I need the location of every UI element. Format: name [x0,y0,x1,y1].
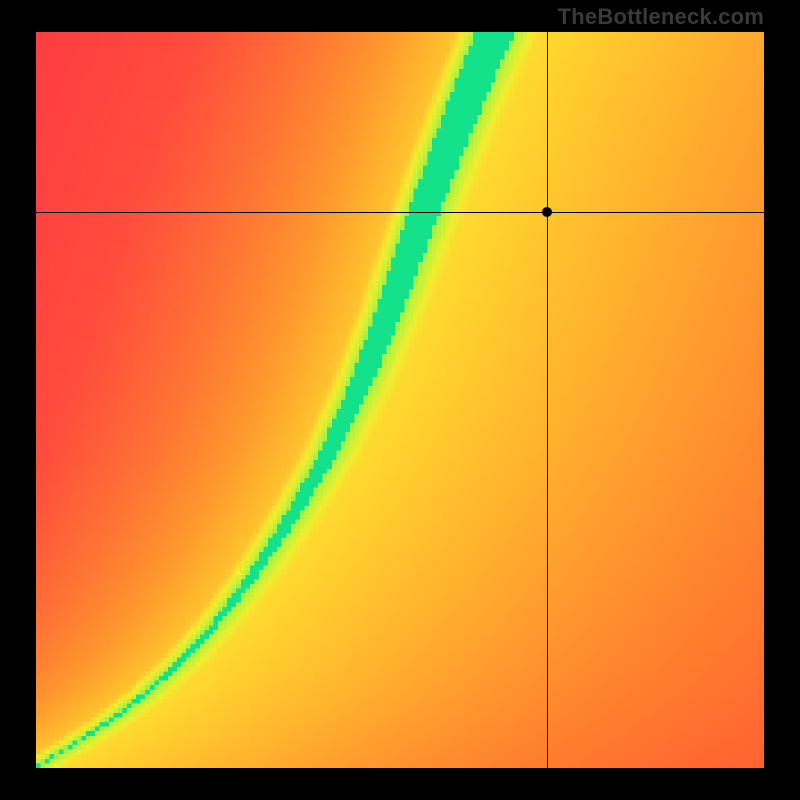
crosshair-horizontal [36,212,764,213]
watermark-text: TheBottleneck.com [558,4,764,30]
heatmap-plot [36,32,764,768]
crosshair-dot [542,207,552,217]
heatmap-canvas [36,32,764,768]
crosshair-vertical [547,32,548,768]
